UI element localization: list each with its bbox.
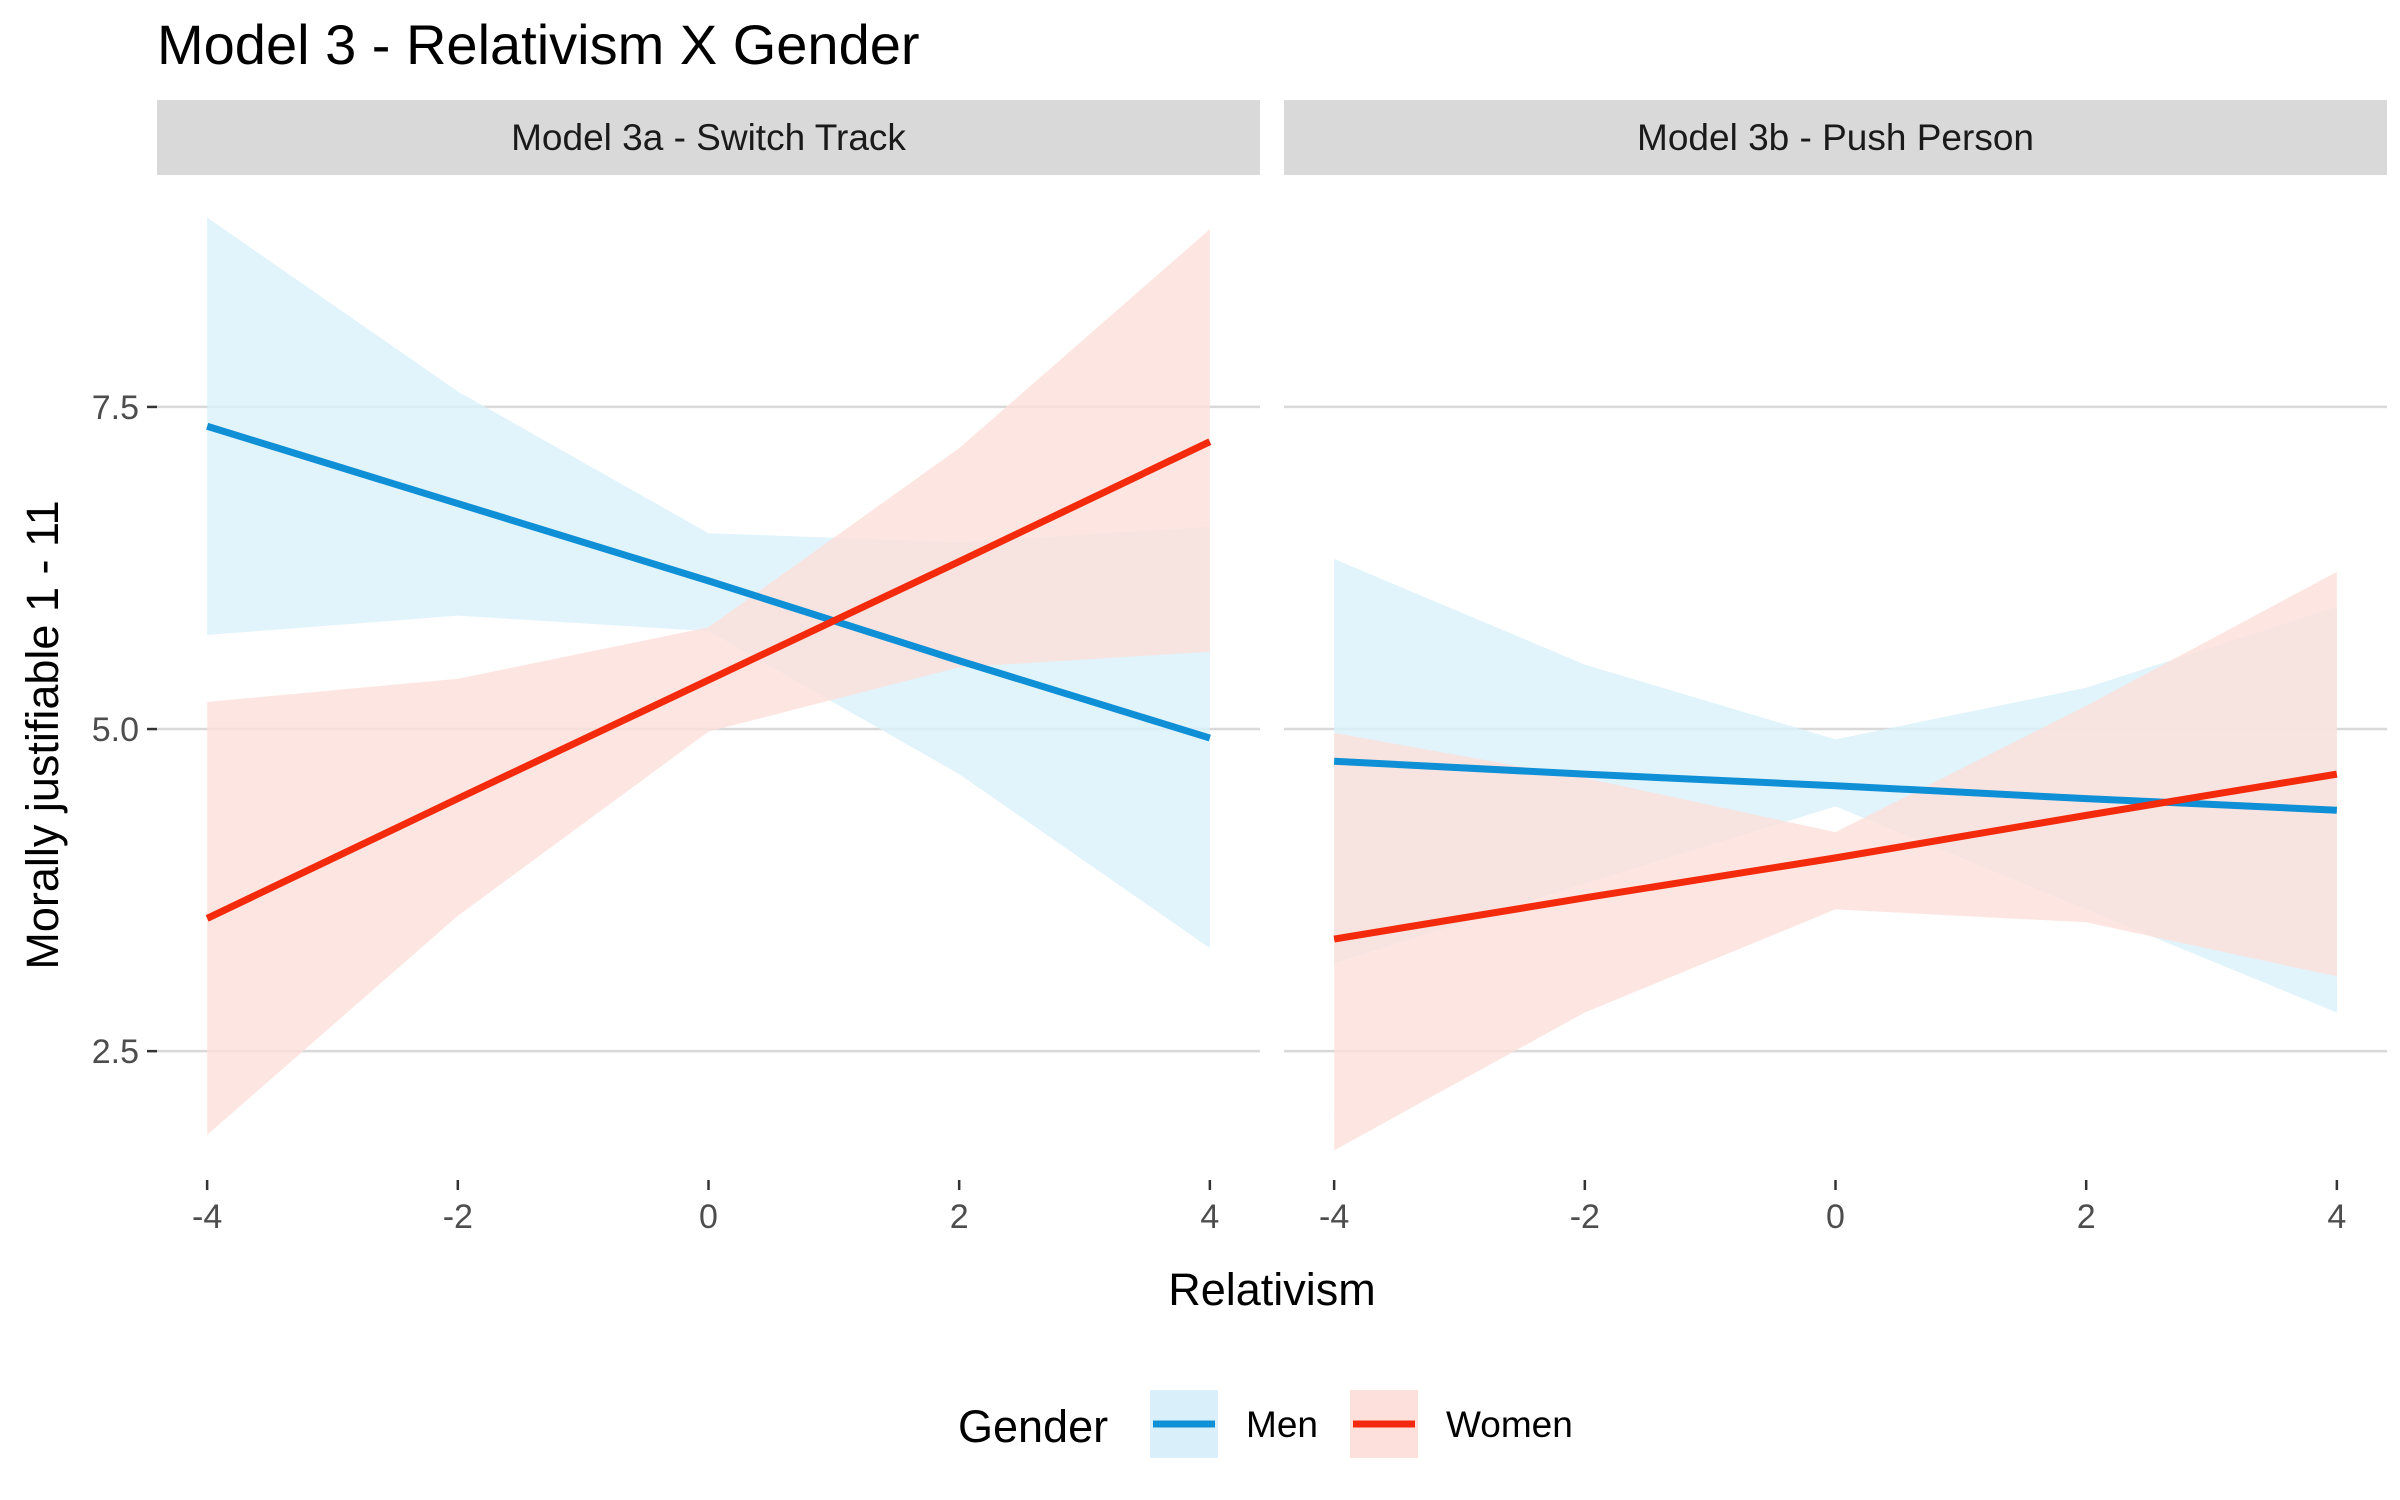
x-tick-label: 2 [2077,1198,2096,1236]
legend-label-women: Women [1446,1404,1573,1445]
x-tick-label: 0 [1826,1198,1845,1236]
facet-strip-label: Model 3a - Switch Track [511,117,906,158]
y-tick-label: 5.0 [92,711,139,749]
facet-strip [1284,100,2387,175]
y-tick-label: 7.5 [92,389,139,427]
series-line-women [205,438,1212,922]
y-axis-title: Morally justifiable 1 - 11 [17,500,68,969]
x-tick-label: 4 [1200,1198,1219,1236]
x-tick-label: -2 [443,1198,473,1236]
x-tick-label: -2 [1570,1198,1600,1236]
series-line-women [1333,770,2338,943]
legend-label-men: Men [1246,1404,1318,1445]
legend: Gender Men Women [958,1390,1573,1458]
x-tick-label: 0 [699,1198,718,1236]
x-tick-label: 2 [950,1198,969,1236]
x-tick-label: 4 [2327,1198,2346,1236]
panel-1: Model 3a - Switch Track 2.5 5.0 7.5 -4 -2 0 2 4 [92,100,1260,1236]
x-tick-label: -4 [1319,1198,1349,1236]
facet-strip-label: Model 3b - Push Person [1637,117,2034,158]
legend-title: Gender [958,1401,1108,1452]
y-tick-label: 2.5 [92,1033,139,1071]
facet-strip [157,100,1260,175]
series-line-men [206,422,1211,742]
x-axis-title: Relativism [1168,1264,1376,1315]
chart-title: Model 3 - Relativism X Gender [157,13,920,76]
panel-2: Model 3b - Push Person -4 -2 0 2 4 [1284,100,2387,1236]
x-tick-label: -4 [192,1198,222,1236]
